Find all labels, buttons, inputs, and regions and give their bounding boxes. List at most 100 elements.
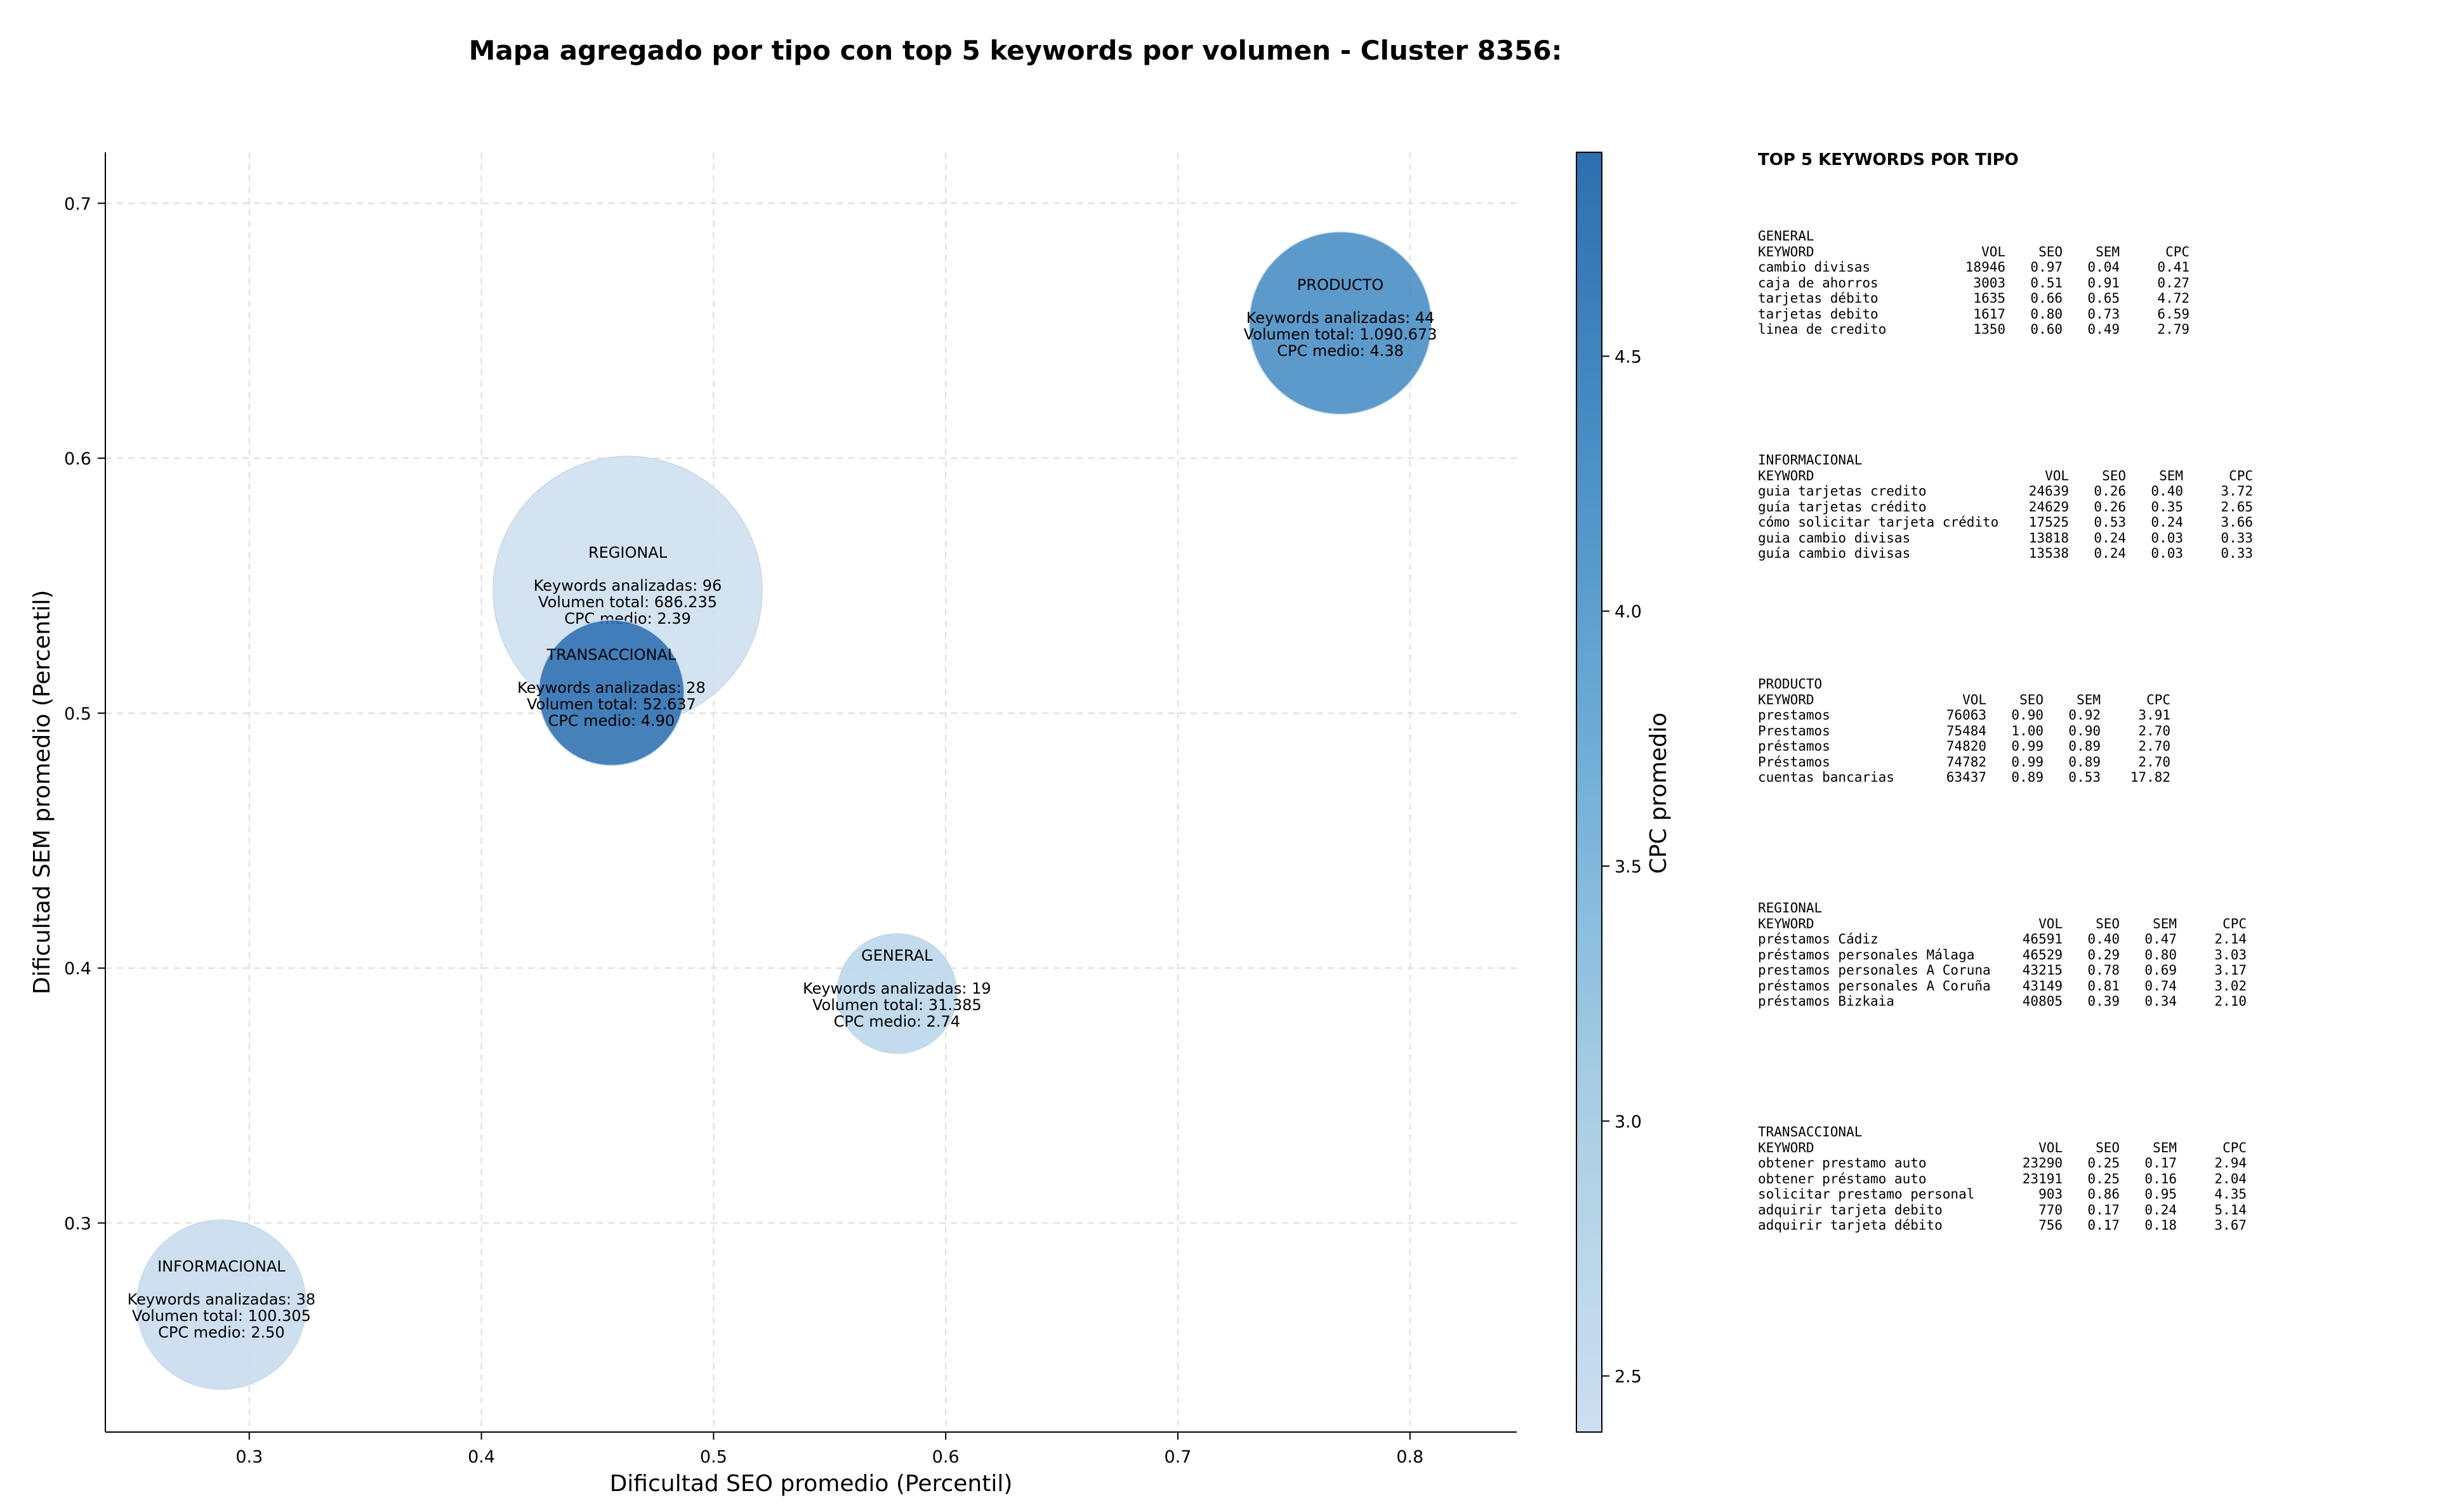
keyword-row: Préstamos 74782 0.99 0.89 2.70 [1758,754,2170,770]
keyword-cell: cambio divisas [1758,260,1871,275]
value-cell: 3.17 [2214,963,2247,978]
bubble-cpc-label: CPC medio: 2.50 [158,1324,285,1341]
bubble-cpc-label: CPC medio: 4.38 [1277,342,1404,360]
grid [105,152,1517,1432]
value-cell: 46529 [2022,947,2063,963]
value-cell: 2.70 [2138,739,2170,754]
keyword-cell: préstamos Cádiz [1758,931,1879,947]
colorbar-bar [1576,152,1602,1433]
keyword-cell: KEYWORD [1758,916,1814,931]
value-cell: 74820 [1946,739,1986,754]
value-cell: SEO [2096,916,2120,931]
value-cell: 0.25 [2087,1155,2120,1171]
keyword-cell: cómo solicitar tarjeta crédito [1758,515,1999,530]
value-cell: 0.41 [2157,260,2189,275]
keyword-cell: KEYWORD [1758,468,1814,483]
value-cell: 24629 [2028,499,2069,515]
x-axis-label: Dificultad SEO promedio (Percentil) [610,1471,1013,1497]
value-cell: 0.34 [2144,994,2177,1009]
keyword-row: guia cambio divisas 13818 0.24 0.03 0.33 [1758,530,2253,546]
value-cell: 0.35 [2151,499,2183,515]
value-cell: 0.25 [2087,1171,2120,1187]
header-row: KEYWORD VOL SEO SEM CPC [1758,692,2170,708]
bubble-type-label: REGIONAL [588,544,668,562]
value-cell: SEM [2096,244,2120,260]
bubble-volume-label: Volumen total: 686.235 [538,593,717,611]
value-cell: 74782 [1946,754,1986,770]
group-name: INFORMACIONAL [1758,452,1863,468]
bubble-circle [836,933,958,1054]
keyword-row: préstamos Bizkaia 40805 0.39 0.34 2.10 [1758,994,2247,1009]
value-cell: 0.89 [2068,739,2101,754]
value-cell: 0.73 [2087,306,2120,322]
keyword-row: guía cambio divisas 13538 0.24 0.03 0.33 [1758,546,2253,562]
chart-title: Mapa agregado por tipo con top 5 keyword… [468,35,1562,66]
colorbar-tick-label: 3.0 [1615,1112,1642,1132]
value-cell: 5.14 [2214,1202,2247,1218]
value-cell: 1635 [1973,291,2005,306]
x-tick-label: 0.6 [932,1447,960,1467]
keyword-cell: Préstamos [1758,754,1830,770]
value-cell: 903 [2038,1187,2063,1202]
value-cell: 2.79 [2157,322,2189,337]
keyword-cell: tarjetas débito [1758,291,1879,306]
bubble-volume-label: Volumen total: 31.385 [812,996,982,1014]
keyword-row: prestamos 76063 0.90 0.92 3.91 [1758,707,2170,723]
keyword-cell: guia cambio divisas [1758,530,1911,546]
keyword-cell: prestamos [1758,707,1830,723]
keyword-row: obtener prestamo auto 23290 0.25 0.17 2.94 [1758,1155,2247,1171]
value-cell: 0.29 [2087,947,2120,963]
value-cell: 0.99 [2011,739,2044,754]
colorbar-label: CPC promedio [1646,713,1672,874]
bubble-keywords-label: Keywords analizadas: 19 [803,980,991,997]
value-cell: 1617 [1973,306,2005,322]
value-cell: 0.24 [2144,1202,2177,1218]
bubble-type-label: INFORMACIONAL [157,1258,286,1275]
bubble-cpc-label: CPC medio: 2.74 [834,1013,961,1030]
keyword-row: préstamos Cádiz 46591 0.40 0.47 2.14 [1758,931,2247,947]
keyword-cell: adquirir tarjeta debito [1758,1202,1943,1218]
value-cell: 0.51 [2030,275,2063,291]
keyword-cell: cuentas bancarias [1758,770,1894,785]
value-cell: SEM [2153,1140,2177,1155]
y-tick-label: 0.6 [64,449,91,469]
value-cell: 3003 [1973,275,2005,291]
value-cell: 0.24 [2151,515,2183,530]
value-cell: 3.67 [2214,1218,2247,1233]
value-cell: 6.59 [2157,306,2189,322]
keywords-panel: TOP 5 KEYWORDS POR TIPO GENERAL KEYWORD VO… [1758,152,2418,1233]
group-name: TRANSACCIONAL [1758,1124,1863,1140]
keyword-cell: obtener préstamo auto [1758,1171,1927,1187]
keyword-cell: KEYWORD [1758,692,1814,707]
keyword-cell: adquirir tarjeta débito [1758,1218,1943,1233]
group-regional: REGIONAL KEYWORD VOL SEO SEM CPC préstamos Cád… [1758,900,2247,1009]
value-cell: CPC [2222,916,2247,931]
value-cell: 0.26 [2094,499,2126,515]
value-cell: 4.35 [2214,1187,2247,1202]
bubble-type-label: PRODUCTO [1297,276,1384,294]
keyword-row: cómo solicitar tarjeta crédito 17525 0.53 0… [1758,515,2253,530]
bubble-keywords-label: Keywords analizadas: 96 [534,577,722,595]
keyword-row: obtener préstamo auto 23191 0.25 0.16 2.04 [1758,1171,2247,1187]
keyword-row: guia tarjetas credito 24639 0.26 0.40 3.72 [1758,483,2253,499]
keyword-cell: caja de ahorros [1758,275,1879,291]
keyword-row: préstamos personales A Coruña 43149 0.81 0.… [1758,978,2247,994]
value-cell: VOL [1962,692,1986,707]
value-cell: 2.14 [2214,931,2247,947]
header-row: KEYWORD VOL SEO SEM CPC [1758,1140,2247,1156]
keyword-row: Prestamos 75484 1.00 0.90 2.70 [1758,723,2170,739]
keyword-cell: KEYWORD [1758,1140,1814,1155]
keyword-row: solicitar prestamo personal 903 0.86 0.95 4.… [1758,1187,2247,1202]
value-cell: 0.97 [2030,260,2063,275]
bubble-circle [136,1219,307,1390]
value-cell: 0.39 [2087,994,2120,1009]
value-cell: 0.89 [2068,754,2101,770]
keyword-row: linea de credito 1350 0.60 0.49 2.79 [1758,322,2189,338]
group-transaccional: TRANSACCIONAL KEYWORD VOL SEO SEM CPC obtener … [1758,1124,2247,1233]
keyword-row: cambio divisas 18946 0.97 0.04 0.41 [1758,260,2189,275]
value-cell: 23191 [2022,1171,2063,1187]
value-cell: 0.03 [2151,546,2183,561]
